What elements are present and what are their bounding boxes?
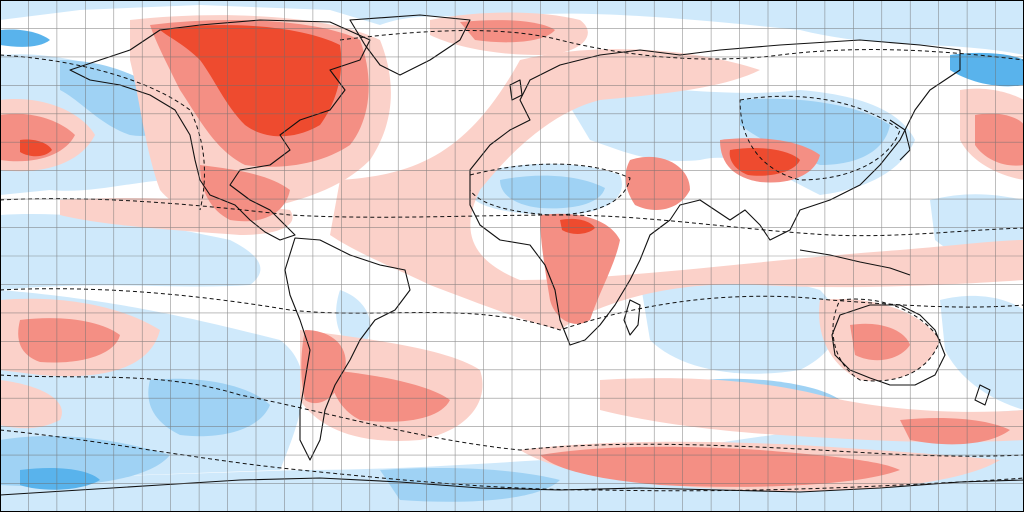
contour-asia: [739, 95, 901, 181]
cool-deep-arctic-w: [0, 29, 50, 47]
cool-region-indian: [640, 274, 838, 374]
warm-light-s-pacific-sw: [0, 380, 62, 429]
japan-coast: [889, 119, 911, 161]
warm-strong-canada: [160, 25, 342, 137]
contour-sahara: [469, 163, 631, 216]
australia-coast: [831, 304, 946, 386]
indonesia-coast: [799, 249, 911, 276]
warm-mid-africa: [540, 213, 620, 324]
warm-mid-n-pacific: [0, 113, 75, 162]
cool-region-s-america-e: [336, 290, 371, 350]
madagascar-coast: [623, 299, 641, 336]
warm-mid-us-east: [200, 165, 290, 222]
cool-deep-s: [20, 468, 100, 490]
contour-australia: [832, 298, 941, 382]
warm-mid-s-atlantic: [330, 370, 450, 422]
cool-strong-s-pacific: [148, 378, 270, 437]
cool-deep-siberia: [950, 52, 1024, 87]
cool-region-tropical-pacific-w: [0, 214, 261, 290]
warm-mid-arabia: [625, 156, 690, 210]
contour-north-1: [0, 54, 205, 211]
warm-strong-n-pacific: [20, 139, 52, 157]
cool-strong-asia: [740, 98, 890, 165]
cool-strong-antarctic: [380, 468, 560, 502]
cool-strong-sahara: [500, 175, 605, 209]
uk-coast: [509, 79, 523, 101]
south-america-coast: [284, 237, 411, 461]
new-zealand-coast: [974, 384, 991, 406]
warm-mid-australia: [850, 323, 910, 361]
warm-mid-s-indian: [900, 418, 1010, 445]
warm-mid-n-pacific-e: [975, 113, 1024, 166]
contour-south-1: [0, 374, 1024, 457]
antarctica-coast: [0, 477, 1024, 496]
contour-tropic-n: [0, 198, 1024, 237]
warm-mid-s-pacific: [18, 318, 120, 363]
contour-tropic-s: [0, 288, 1024, 331]
dashed-contours: [0, 30, 1024, 492]
contour-north-2: [339, 30, 1024, 61]
cool-region-e-pacific-s: [940, 295, 1024, 410]
cool-anomaly-deep-layer: [0, 29, 1024, 490]
warm-mid-antarctic: [540, 446, 900, 487]
north-america-coast: [69, 19, 371, 241]
